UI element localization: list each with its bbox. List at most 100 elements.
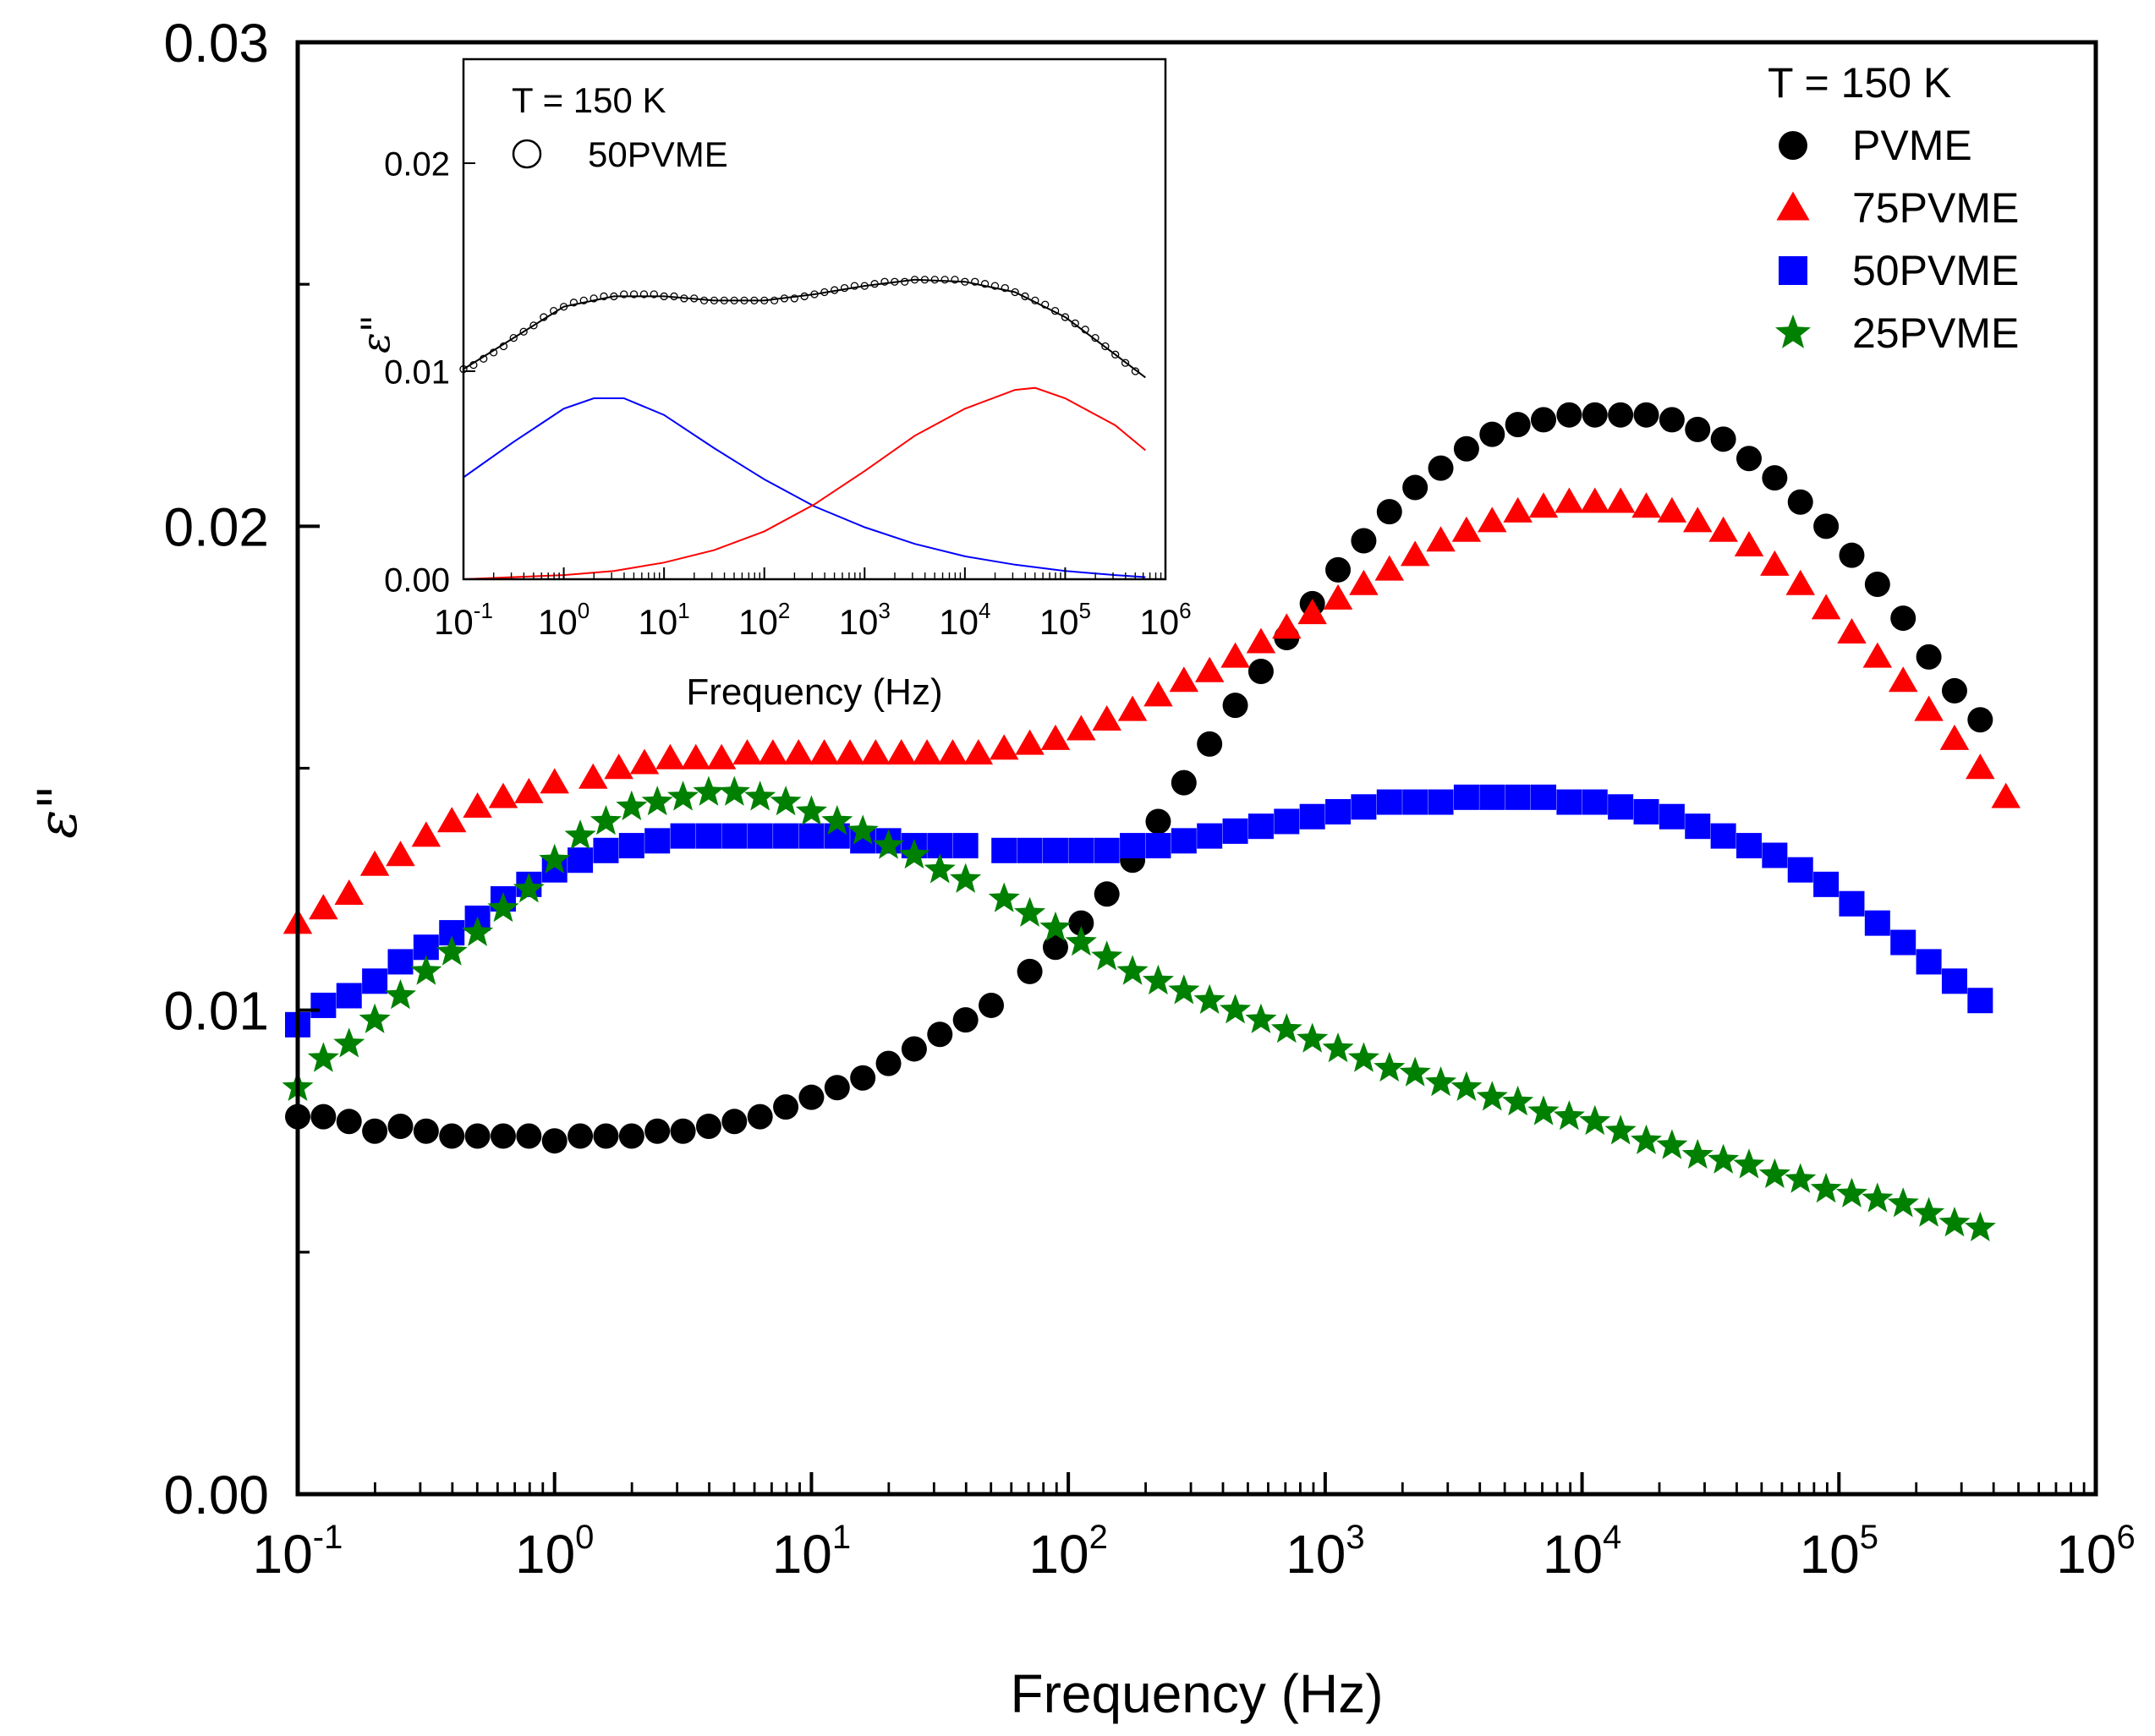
main-data-point <box>1605 487 1636 513</box>
main-data-point <box>387 949 414 975</box>
main-data-point <box>1402 474 1428 501</box>
main-data-point <box>1758 1158 1790 1188</box>
inset-x-tick-label: 10-1 <box>434 598 493 642</box>
main-data-point <box>1503 496 1533 523</box>
main-data-point <box>1685 813 1711 840</box>
main-y-tick-label: 0.01 <box>163 981 269 1042</box>
main-data-point <box>1864 910 1890 936</box>
main-data-point <box>1042 837 1068 863</box>
main-data-point <box>861 739 891 765</box>
main-data-point <box>1967 707 1993 733</box>
main-data-point <box>644 1118 671 1144</box>
main-data-point <box>436 807 467 833</box>
main-data-point <box>593 837 619 863</box>
main-data-point <box>927 1021 953 1048</box>
main-data-point <box>413 1118 439 1144</box>
main-data-point <box>1887 1187 1919 1218</box>
main-data-point <box>1835 1177 1867 1208</box>
main-data-point <box>1527 1095 1560 1125</box>
inset-series-layer <box>459 276 1146 580</box>
main-data-point <box>410 955 442 985</box>
main-data-point <box>1631 1124 1662 1154</box>
main-data-point <box>629 748 660 775</box>
inset-data-point <box>529 321 538 330</box>
main-data-point <box>488 782 518 808</box>
inset-x-tick-exp: 4 <box>979 598 990 623</box>
main-data-point <box>1015 729 1045 755</box>
main-data-point <box>1633 799 1659 825</box>
inset-x-tick-exp: 3 <box>878 598 890 623</box>
main-data-point <box>1682 507 1713 533</box>
main-data-point <box>1839 542 1865 568</box>
main-data-point <box>386 841 415 867</box>
main-data-point <box>773 1094 799 1120</box>
main-data-point <box>1428 455 1454 481</box>
main-data-point <box>1222 818 1248 844</box>
inset-y-tick-label: 0.02 <box>384 145 450 183</box>
inset-x-tick-base: 10 <box>1139 602 1179 642</box>
main-data-point <box>1349 569 1379 595</box>
main-data-point <box>1582 402 1608 428</box>
inset-data-point <box>1071 319 1079 328</box>
main-data-point <box>1117 695 1148 721</box>
main-x-tick-exp: 2 <box>1089 1519 1108 1556</box>
main-data-point <box>1811 594 1841 620</box>
main-data-point <box>568 847 594 873</box>
main-data-point <box>539 843 571 873</box>
main-data-point <box>1553 1100 1585 1131</box>
main-data-point <box>1272 613 1302 639</box>
main-data-point <box>1531 784 1557 810</box>
main-data-point <box>798 823 825 849</box>
inset-y-tick-labels: 0.00 0.01 0.02 <box>384 145 450 599</box>
inset-legend-label: 50PVME <box>588 134 728 174</box>
main-data-point <box>747 823 773 849</box>
main-data-point <box>988 882 1020 912</box>
main-data-point <box>1197 823 1223 849</box>
main-data-point <box>439 1123 465 1149</box>
inset-data-point <box>650 290 658 298</box>
main-data-point <box>568 1123 594 1149</box>
main-data-point <box>681 743 711 769</box>
inset-data-point <box>589 294 598 303</box>
main-data-point <box>1040 724 1071 750</box>
inset-plot-frame <box>462 58 1167 581</box>
inset-x-tick-base: 10 <box>738 602 778 642</box>
main-data-point <box>1091 940 1123 971</box>
main-data-point <box>1145 808 1171 835</box>
main-x-tick-labels: 10-1 100 101 102 103 104 105 106 <box>253 1519 2136 1585</box>
main-data-point <box>1197 731 1223 757</box>
inset-x-tick-label: 101 <box>639 598 690 642</box>
main-data-point <box>359 1003 391 1033</box>
main-data-point <box>1762 465 1788 491</box>
main-x-tick-label: 105 <box>1800 1519 1878 1585</box>
inset-x-tick-labels: 10-1 100 101 102 103 104 105 106 <box>434 598 1192 642</box>
main-data-point <box>362 1118 388 1144</box>
main-data-point <box>1169 666 1199 693</box>
main-data-point <box>1476 1081 1508 1111</box>
main-data-point <box>1528 492 1559 518</box>
main-data-point <box>1556 402 1582 428</box>
main-data-point <box>1400 540 1430 567</box>
inset-data-point <box>850 282 859 290</box>
main-data-point <box>695 1114 721 1140</box>
main-data-point <box>1347 1042 1379 1072</box>
main-data-point <box>1374 555 1405 581</box>
main-data-point <box>952 833 979 859</box>
main-x-tick-base: 10 <box>1800 1524 1860 1585</box>
main-data-point <box>1991 782 2021 808</box>
inset-data-point <box>639 290 649 298</box>
main-data-point <box>1736 833 1762 859</box>
main-legend-label: 25PVME <box>1852 309 2019 357</box>
inset-series-high-frequency-relaxation <box>463 386 1146 580</box>
main-data-point <box>1376 499 1402 525</box>
inset-x-tick-base: 10 <box>1039 602 1079 642</box>
inset-x-tick-exp: 6 <box>1179 598 1191 623</box>
main-data-point <box>1222 693 1248 719</box>
main-data-point <box>693 775 725 806</box>
main-data-point <box>1762 842 1788 868</box>
main-x-tick-label: 103 <box>1286 1519 1364 1585</box>
inset-legend: T = 150 K 50PVME <box>512 80 728 174</box>
main-data-point <box>1039 911 1072 942</box>
main-data-point <box>463 792 492 819</box>
main-data-point <box>1450 1071 1483 1101</box>
